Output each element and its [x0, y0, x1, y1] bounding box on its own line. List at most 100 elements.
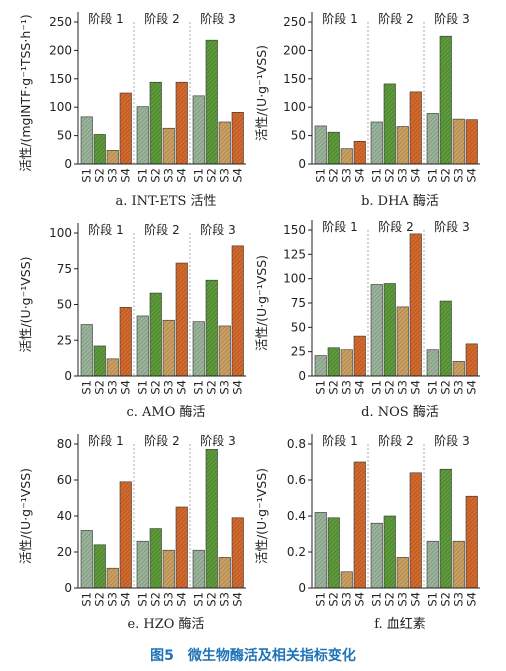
x-tick-label: S2	[382, 380, 396, 395]
x-tick-label: S4	[352, 168, 366, 183]
bar-2-s1	[136, 106, 149, 165]
x-tick-label: S1	[313, 380, 327, 395]
bar-1-s4	[119, 92, 132, 165]
bar-1-s1	[314, 512, 327, 589]
panel-caption: d. NOS 酶活	[361, 404, 439, 420]
x-tick-label: S4	[352, 380, 366, 395]
x-tick-label: S1	[425, 168, 439, 183]
x-tick-label: S4	[118, 380, 132, 395]
bar-3-s1	[192, 321, 205, 377]
y-axis-label: 活性/(U·g⁻¹VSS)	[18, 256, 33, 352]
bar-2-s3	[396, 126, 409, 165]
x-tick-label: S1	[79, 380, 93, 395]
stage-label: 阶段 3	[200, 11, 235, 26]
bar-2-s1	[136, 540, 149, 589]
bar-2-s4	[409, 233, 422, 377]
x-tick-label: S4	[118, 168, 132, 183]
x-tick-label: S2	[326, 592, 340, 607]
stage-label: 阶段 3	[200, 433, 235, 448]
y-tick-label: 50	[291, 320, 306, 334]
bar-1-s1	[314, 125, 327, 165]
y-tick-label: 25	[291, 345, 306, 359]
stage-label: 阶段 1	[88, 433, 123, 448]
x-tick-label: S4	[464, 592, 478, 607]
bar-1-s3	[340, 571, 353, 589]
x-tick-label: S1	[425, 380, 439, 395]
bar-3-s3	[218, 557, 231, 589]
x-tick-label: S3	[105, 592, 119, 607]
stage-label: 阶段 2	[144, 11, 179, 26]
x-tick-label: S4	[174, 168, 188, 183]
y-tick-label: 100	[283, 272, 306, 286]
bar-3-s3	[452, 361, 465, 377]
bar-3-s4	[231, 245, 244, 377]
y-tick-label: 0.6	[287, 473, 306, 487]
stage-label: 阶段 3	[434, 433, 469, 448]
bar-1-s1	[80, 324, 93, 377]
y-tick-label: 150	[49, 72, 72, 86]
x-tick-label: S2	[438, 380, 452, 395]
x-tick-label: S1	[369, 168, 383, 183]
y-tick-label: 250	[283, 15, 306, 29]
bar-3-s2	[205, 39, 218, 165]
x-tick-label: S3	[161, 592, 175, 607]
y-tick-label: 0	[298, 157, 306, 171]
bar-2-s3	[396, 557, 409, 589]
x-tick-label: S4	[352, 592, 366, 607]
bar-3-s2	[205, 279, 218, 377]
y-tick-label: 250	[49, 15, 72, 29]
y-tick-label: 75	[57, 262, 72, 276]
x-tick-label: S2	[148, 380, 162, 395]
x-tick-label: S2	[438, 592, 452, 607]
x-tick-label: S3	[217, 592, 231, 607]
y-tick-label: 50	[291, 129, 306, 143]
x-tick-label: S2	[382, 168, 396, 183]
panel-caption: a. INT-ETS 活性	[115, 194, 216, 209]
y-axis-label: 活性/(U·g⁻¹VSS)	[18, 468, 33, 564]
x-tick-label: S2	[204, 168, 218, 183]
bar-2-s2	[149, 81, 162, 165]
x-tick-label: S1	[191, 380, 205, 395]
stage-label: 阶段 1	[88, 222, 123, 237]
x-tick-label: S3	[161, 380, 175, 395]
y-tick-label: 50	[57, 298, 72, 312]
y-tick-label: 80	[57, 437, 72, 451]
bar-1-s3	[106, 150, 119, 165]
x-tick-label: S3	[105, 168, 119, 183]
x-tick-label: S3	[217, 380, 231, 395]
bar-2-s1	[370, 284, 383, 377]
bar-2-s1	[370, 121, 383, 165]
bar-3-s1	[192, 95, 205, 165]
x-tick-label: S2	[326, 168, 340, 183]
y-tick-label: 150	[283, 223, 306, 237]
x-tick-label: S3	[217, 168, 231, 183]
bar-1-s4	[353, 461, 366, 589]
y-tick-label: 0	[64, 369, 72, 383]
x-tick-label: S3	[105, 380, 119, 395]
x-tick-label: S4	[464, 380, 478, 395]
bar-2-s3	[162, 319, 175, 377]
x-tick-label: S2	[438, 168, 452, 183]
x-tick-label: S1	[369, 380, 383, 395]
y-tick-label: 0.8	[287, 437, 306, 451]
bar-2-s2	[383, 283, 396, 377]
panel-caption: e. HZO 酶活	[127, 616, 204, 632]
x-tick-label: S4	[118, 592, 132, 607]
x-tick-label: S3	[451, 168, 465, 183]
panel-caption: c. AMO 酶活	[126, 404, 205, 420]
bar-1-s3	[106, 567, 119, 589]
bar-1-s3	[106, 358, 119, 377]
x-tick-label: S3	[451, 592, 465, 607]
x-tick-label: S1	[313, 168, 327, 183]
x-tick-label: S3	[161, 168, 175, 183]
y-tick-label: 150	[283, 72, 306, 86]
y-tick-label: 25	[57, 333, 72, 347]
x-tick-label: S1	[79, 168, 93, 183]
y-tick-label: 0	[64, 581, 72, 595]
x-tick-label: S1	[369, 592, 383, 607]
bar-2-s2	[149, 292, 162, 377]
bar-1-s4	[353, 140, 366, 165]
